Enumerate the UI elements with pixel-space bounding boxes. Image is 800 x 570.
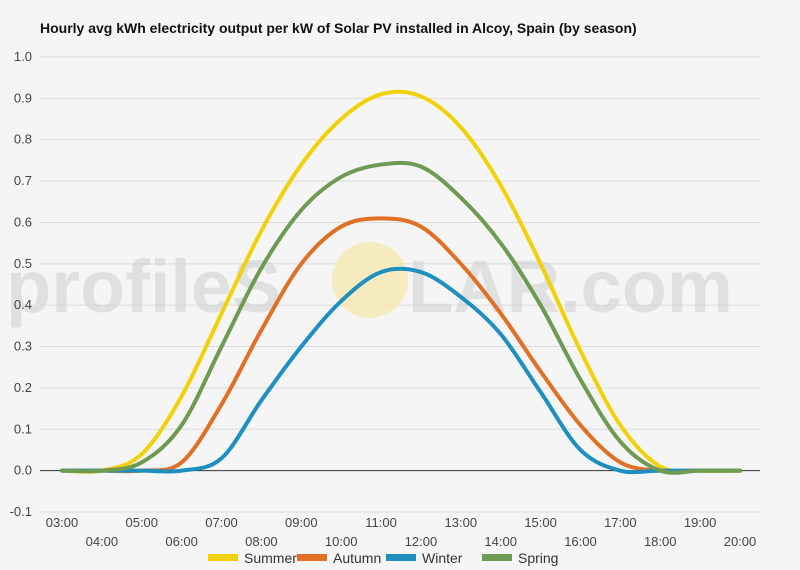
legend-label: Spring bbox=[518, 550, 558, 566]
x-tick-label: 12:00 bbox=[405, 534, 438, 549]
series-line-winter bbox=[60, 266, 742, 475]
x-tick-label: 04:00 bbox=[86, 534, 119, 549]
grid-lines bbox=[40, 56, 760, 513]
legend-label: Autumn bbox=[333, 550, 381, 566]
legend-label: Winter bbox=[422, 550, 463, 566]
series-line-summer bbox=[60, 89, 742, 474]
legend-swatch-winter bbox=[386, 554, 416, 561]
watermark-text-left: profileS bbox=[6, 245, 281, 328]
x-tick-label: 15:00 bbox=[524, 515, 557, 530]
x-tick-label: 17:00 bbox=[604, 515, 637, 530]
y-tick-label: 0.9 bbox=[14, 90, 32, 105]
x-tick-label: 11:00 bbox=[365, 515, 397, 530]
legend-swatch-spring bbox=[482, 554, 512, 561]
legend-swatch-autumn bbox=[297, 554, 327, 561]
x-tick-label: 05:00 bbox=[125, 515, 158, 530]
legend-swatch-summer bbox=[208, 554, 238, 561]
legend: Summer Autumn Winter Spring bbox=[208, 550, 558, 566]
y-tick-label: 0.7 bbox=[14, 173, 32, 188]
x-tick-label: 20:00 bbox=[724, 534, 757, 549]
legend-label: Summer bbox=[244, 550, 297, 566]
y-tick-label: -0.1 bbox=[10, 504, 32, 519]
x-tick-label: 08:00 bbox=[245, 534, 278, 549]
y-tick-label: 0.4 bbox=[14, 297, 32, 312]
x-tick-label: 06:00 bbox=[165, 534, 198, 549]
y-tick-label: 0.1 bbox=[14, 421, 32, 436]
y-tick-label: 0.8 bbox=[14, 132, 32, 147]
x-tick-label: 19:00 bbox=[684, 515, 717, 530]
x-tick-label: 16:00 bbox=[564, 534, 597, 549]
x-tick-label: 10:00 bbox=[325, 534, 358, 549]
x-tick-label: 03:00 bbox=[46, 515, 79, 530]
series-line-spring bbox=[60, 160, 742, 475]
axes: -0.1 0.0 0.1 0.2 0.3 0.4 0.5 0.6 0.7 0.8 0.9 1.0 03:… bbox=[10, 49, 760, 549]
x-tick-label: 07:00 bbox=[205, 515, 238, 530]
y-tick-label: 0.2 bbox=[14, 380, 32, 395]
watermark-text-right: LAR.com bbox=[408, 245, 733, 328]
series-lines bbox=[60, 89, 742, 475]
y-tick-label: 0.6 bbox=[14, 214, 32, 229]
x-tick-label: 09:00 bbox=[285, 515, 318, 530]
x-tick-label: 13:00 bbox=[445, 515, 478, 530]
chart-title: Hourly avg kWh electricity output per kW… bbox=[40, 20, 637, 36]
series-line-autumn bbox=[60, 216, 742, 474]
x-tick-label: 18:00 bbox=[644, 534, 677, 549]
y-tick-label: 0.3 bbox=[14, 339, 32, 354]
y-tick-label: 0.0 bbox=[14, 463, 32, 478]
x-tick-label: 14:00 bbox=[484, 534, 517, 549]
watermark: profileS LAR.com bbox=[6, 242, 733, 328]
y-tick-label: 0.5 bbox=[14, 256, 32, 271]
y-tick-label: 1.0 bbox=[14, 49, 32, 64]
